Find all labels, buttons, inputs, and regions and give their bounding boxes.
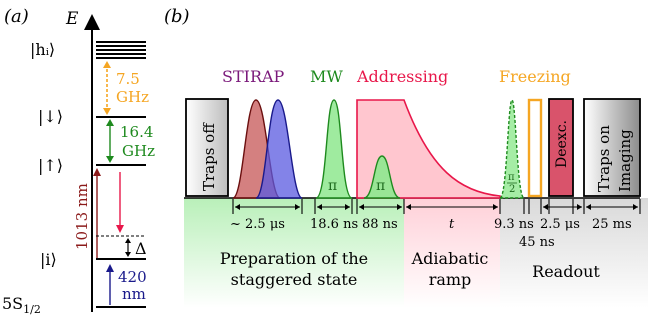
duration-arrow-addr	[359, 204, 402, 210]
duration-arrow-imaging	[586, 204, 638, 210]
traps-on-label: Traps on	[595, 125, 613, 192]
phase-prep-line1: Preparation of the	[220, 249, 368, 268]
duration-mw: 18.6 ns	[310, 217, 358, 232]
wavelength-420-arrow	[106, 264, 114, 305]
freezing-label: Freezing	[499, 67, 571, 86]
freezing-pi-half-pulse	[499, 99, 525, 199]
duration-imaging: 25 ms	[592, 217, 632, 232]
deexc-label: Deexc.	[554, 120, 570, 168]
duration-addr: 88 ns	[362, 217, 398, 232]
traps-off-label: Traps off	[200, 122, 218, 191]
duration-arrow-mw	[317, 204, 350, 210]
energy-axis-label: E	[65, 9, 79, 29]
panel-a-label: (a)	[4, 6, 29, 27]
pink-transition-arrow	[116, 172, 124, 233]
freq-7-5-label: 7.5	[116, 70, 140, 88]
level-label-up: |↑⟩	[38, 156, 63, 175]
wavelength-420-unit: nm	[122, 285, 146, 303]
duration-arrow-ramp	[406, 204, 498, 210]
duration-deexc: 2.5 μs	[540, 217, 580, 232]
freq-16-4-unit: GHz	[122, 142, 155, 160]
phase-prep-line2: staggered state	[231, 270, 358, 289]
freezing-pi-half-num: π	[508, 172, 515, 183]
wavelength-1013-label: 1013 nm	[73, 183, 91, 250]
traps-on-imaging-block	[583, 98, 641, 197]
addressing-ramp	[356, 99, 501, 199]
imaging-label: Imaging	[616, 129, 634, 192]
prep-phase-shade	[184, 198, 404, 308]
level-label-hi: |hᵢ⟩	[30, 40, 55, 59]
detuning-arrow	[125, 238, 131, 257]
mw-pulse	[315, 99, 353, 199]
duration-arrow-stirap	[235, 204, 300, 210]
detuning-label: Δ	[135, 239, 147, 258]
phase-ramp-line2: ramp	[429, 270, 472, 289]
mw-pi-label: π	[328, 178, 337, 194]
duration-gap: 45 ns	[519, 235, 555, 250]
duration-freezing: 9.3 ns	[494, 217, 534, 232]
stirap-label: STIRAP	[222, 67, 285, 86]
mw-label: MW	[310, 67, 343, 86]
panel-b-label: (b)	[164, 6, 190, 27]
addressing-pi-pulse	[363, 155, 401, 199]
duration-ramp: t	[449, 217, 455, 232]
freq-16-4-label: 16.4	[120, 123, 153, 141]
stirap-pulse-blue	[255, 99, 303, 199]
wavelength-420-label: 420	[118, 268, 147, 286]
freq-7-5-unit: GHz	[116, 88, 149, 106]
traps-off-block	[185, 98, 229, 197]
freezing-block	[527, 98, 543, 198]
addressing-label: Addressing	[356, 67, 448, 86]
wavelength-1013-arrow	[93, 168, 101, 258]
freq-7-5-arrow	[103, 61, 111, 115]
deexc-block	[548, 98, 574, 197]
duration-stirap: ~ 2.5 μs	[230, 217, 285, 232]
level-label-down: |↓⟩	[38, 107, 63, 126]
addressing-pi-label: π	[376, 178, 385, 194]
readout-phase-shade	[500, 198, 648, 308]
phase-readout: Readout	[532, 262, 600, 281]
freq-16-4-arrow	[106, 119, 114, 163]
ramp-phase-shade	[404, 198, 500, 308]
level-label-i: |i⟩	[40, 250, 57, 269]
freezing-pi-half-den: 2	[509, 184, 515, 195]
rydberg-band	[96, 41, 146, 59]
duration-arrow-deexc	[543, 204, 582, 210]
level-label-ground: 5S1/2	[2, 294, 41, 316]
phase-ramp-line1: Adiabatic	[411, 249, 489, 268]
